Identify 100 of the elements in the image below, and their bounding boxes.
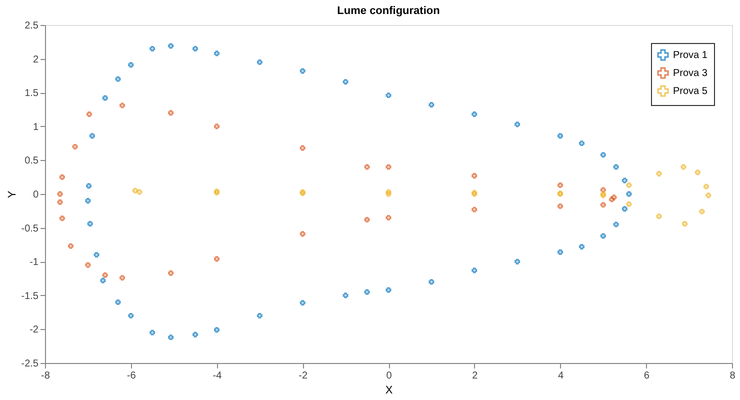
point (300, 145, 306, 151)
x-tick-label: 0 (386, 370, 392, 382)
y-tick-label: 1.5 (24, 88, 39, 100)
point (579, 244, 584, 250)
point (256, 59, 262, 65)
point (626, 201, 632, 207)
point (57, 191, 63, 197)
y-tick-label: -1.5 (21, 290, 39, 302)
point (128, 62, 134, 68)
x-tick-label: -8 (41, 370, 50, 382)
point (558, 203, 563, 209)
point (342, 292, 348, 298)
point (150, 46, 156, 52)
point (57, 199, 63, 205)
x-tick-label: -6 (126, 370, 136, 382)
point (472, 206, 478, 212)
x-axis-title: X (385, 384, 394, 396)
y-tick-label: -2 (30, 324, 39, 336)
point (622, 206, 628, 212)
point (168, 110, 174, 116)
point (626, 182, 632, 188)
point (300, 231, 306, 237)
y-tick-label: -2.5 (21, 358, 39, 370)
x-tick-label: -2 (298, 370, 308, 382)
point (59, 174, 65, 180)
point (600, 202, 606, 208)
point (472, 268, 478, 274)
point (256, 312, 262, 318)
point (115, 299, 121, 305)
point (214, 124, 220, 130)
point (168, 334, 174, 340)
point (85, 262, 91, 268)
point (656, 214, 662, 220)
point (558, 133, 563, 139)
point (87, 221, 93, 226)
point (136, 189, 142, 195)
point (386, 287, 392, 293)
point (600, 152, 606, 158)
point (386, 191, 392, 197)
point (115, 76, 121, 82)
x-tick-label: 6 (644, 370, 650, 382)
point (579, 140, 584, 146)
x-tick-label: -4 (212, 370, 222, 382)
point (472, 112, 478, 117)
y-tick-label: -0.5 (21, 223, 39, 234)
point (192, 46, 198, 52)
y-axis-title: Y (6, 190, 18, 198)
point (600, 187, 606, 193)
y-tick-label: 0 (32, 190, 39, 200)
point (694, 170, 700, 176)
point (472, 173, 478, 178)
x-tick-label: 8 (730, 370, 736, 382)
point (514, 122, 520, 128)
point (364, 289, 370, 295)
y-tick-label: 2 (32, 54, 39, 66)
point (72, 144, 78, 150)
x-tick-label: 2 (472, 370, 478, 382)
point (102, 95, 108, 101)
legend-label: Prova 5 (673, 86, 708, 97)
point (86, 183, 92, 189)
point (342, 79, 348, 85)
point (386, 189, 392, 195)
point (386, 92, 392, 98)
point (699, 208, 705, 214)
point (150, 330, 156, 336)
point (214, 50, 220, 56)
point (214, 256, 220, 262)
y-tick-label: 2.5 (24, 20, 39, 32)
point (613, 222, 619, 228)
point (214, 327, 220, 333)
point (132, 188, 138, 194)
point (94, 252, 100, 258)
point (386, 164, 392, 170)
point (680, 164, 686, 170)
y-tick-label: 0.5 (24, 156, 39, 167)
chart-title: Lume configuration (337, 5, 440, 17)
point (706, 192, 712, 198)
point (364, 216, 370, 222)
point (300, 300, 306, 306)
point (59, 216, 65, 222)
point (611, 194, 617, 200)
point (626, 191, 632, 197)
point (428, 279, 434, 285)
point (168, 43, 174, 49)
point (100, 278, 106, 284)
point (300, 68, 306, 74)
point (120, 275, 126, 281)
x-tick-label: 4 (558, 370, 564, 382)
point (622, 178, 628, 184)
point (609, 196, 614, 202)
legend-label: Prova 3 (673, 68, 708, 79)
point (128, 312, 134, 318)
y-tick-label: 1 (32, 122, 39, 133)
point (682, 221, 688, 226)
point (613, 164, 619, 170)
point (514, 258, 520, 264)
point (120, 102, 126, 108)
point (600, 233, 606, 239)
point (192, 332, 198, 338)
y-tick-label: -1 (30, 257, 39, 268)
